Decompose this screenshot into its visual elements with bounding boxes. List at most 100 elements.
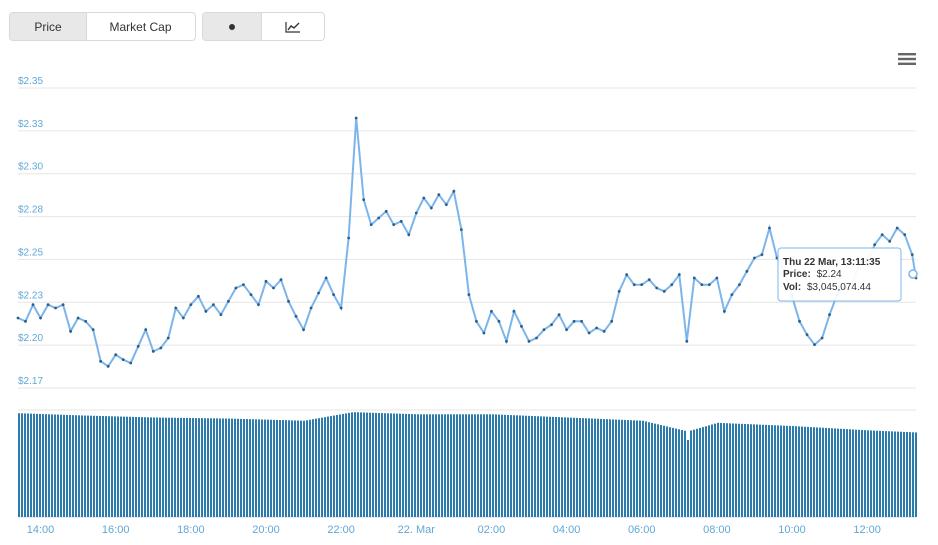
price-point xyxy=(196,294,200,298)
price-point xyxy=(535,336,538,340)
volume-bar xyxy=(852,429,854,517)
volume-bar xyxy=(387,413,389,517)
price-point xyxy=(444,203,448,207)
volume-bar xyxy=(657,424,659,517)
volume-bar xyxy=(540,416,542,517)
volume-bar xyxy=(582,418,584,517)
price-point xyxy=(888,239,892,243)
price-point xyxy=(16,316,20,320)
price-point xyxy=(677,273,681,277)
price-point xyxy=(392,223,396,227)
volume-bar xyxy=(327,416,329,517)
volume-bar xyxy=(465,414,467,517)
volume-bar xyxy=(561,417,563,517)
price-point xyxy=(512,309,516,313)
y-tick-label: $2.35 xyxy=(18,76,43,87)
volume-bar xyxy=(441,414,443,517)
volume-bar xyxy=(123,416,125,517)
volume-bar xyxy=(591,418,593,517)
volume-bar xyxy=(519,415,521,517)
volume-bar xyxy=(768,425,770,517)
volume-bar xyxy=(849,429,851,517)
volume-bar xyxy=(438,414,440,517)
volume-bar xyxy=(96,415,98,517)
volume-bar xyxy=(528,415,530,517)
volume-bar xyxy=(882,430,884,517)
price-point xyxy=(242,283,245,287)
volume-bar xyxy=(795,426,797,517)
x-tick-label: 02:00 xyxy=(478,524,506,536)
volume-bar xyxy=(297,420,299,517)
volume-bar xyxy=(312,419,314,517)
price-point xyxy=(497,319,501,323)
volume-bar xyxy=(552,416,554,517)
volume-bar xyxy=(585,418,587,517)
volume-bar xyxy=(507,414,509,517)
price-point xyxy=(159,346,163,350)
volume-bar xyxy=(594,418,596,517)
price-point xyxy=(602,329,606,333)
volume-bar xyxy=(132,416,134,517)
volume-bar xyxy=(117,416,119,517)
price-point xyxy=(655,286,659,290)
volume-bar xyxy=(177,417,179,517)
volume-bar xyxy=(693,429,695,517)
volume-bar xyxy=(579,418,581,517)
volume-bar xyxy=(261,419,263,517)
hover-marker xyxy=(908,269,918,279)
volume-bar xyxy=(252,419,254,517)
volume-bar xyxy=(729,423,731,517)
price-point xyxy=(610,319,614,323)
volume-bar xyxy=(480,414,482,517)
volume-bar xyxy=(114,416,116,517)
volume-bar xyxy=(648,422,650,517)
volume-bar xyxy=(213,418,215,517)
dot-icon xyxy=(229,23,235,30)
volume-bar xyxy=(339,414,341,517)
volume-bar xyxy=(369,412,371,517)
volume-bar xyxy=(894,431,896,517)
volume-bar xyxy=(858,429,860,517)
tooltip-vol-value: $3,045,074.44 xyxy=(807,282,871,293)
volume-bar xyxy=(72,415,74,517)
price-point xyxy=(219,313,223,317)
volume-bar xyxy=(744,423,746,517)
volume-bar xyxy=(906,432,908,517)
y-tick-label: $2.23 xyxy=(18,290,43,301)
volume-bar xyxy=(861,429,863,517)
price-point xyxy=(61,303,65,307)
price-point xyxy=(174,306,178,310)
volume-bar xyxy=(705,426,707,517)
volume-bar xyxy=(564,417,566,517)
price-point xyxy=(384,209,388,213)
volume-bar xyxy=(360,412,362,517)
volume-bar xyxy=(777,425,779,517)
market-cap-button[interactable]: Market Cap xyxy=(86,13,194,40)
volume-bar xyxy=(681,430,683,517)
volume-bar xyxy=(60,414,62,517)
volume-bar xyxy=(402,413,404,517)
price-point xyxy=(257,303,260,307)
volume-bar xyxy=(45,414,47,517)
volume-bar xyxy=(417,414,419,517)
volume-bar xyxy=(258,419,260,517)
line-chart-button[interactable] xyxy=(261,13,323,40)
price-button[interactable]: Price xyxy=(10,13,86,40)
volume-bar xyxy=(717,422,719,517)
volume-bar xyxy=(459,414,461,517)
volume-bar xyxy=(897,431,899,517)
volume-bar xyxy=(483,414,485,517)
volume-bar xyxy=(93,415,95,517)
volume-bar xyxy=(120,416,122,517)
volume-bar xyxy=(714,423,716,517)
x-tick-label: 12:00 xyxy=(853,524,881,536)
volume-bar xyxy=(393,413,395,517)
hamburger-menu-icon[interactable] xyxy=(898,52,916,66)
scatter-chart-button[interactable] xyxy=(203,13,261,40)
volume-bar xyxy=(573,417,575,517)
volume-bar xyxy=(615,419,617,517)
volume-bar xyxy=(90,415,92,517)
volume-bar xyxy=(150,417,152,517)
price-point xyxy=(211,303,215,307)
price-point xyxy=(414,211,418,215)
